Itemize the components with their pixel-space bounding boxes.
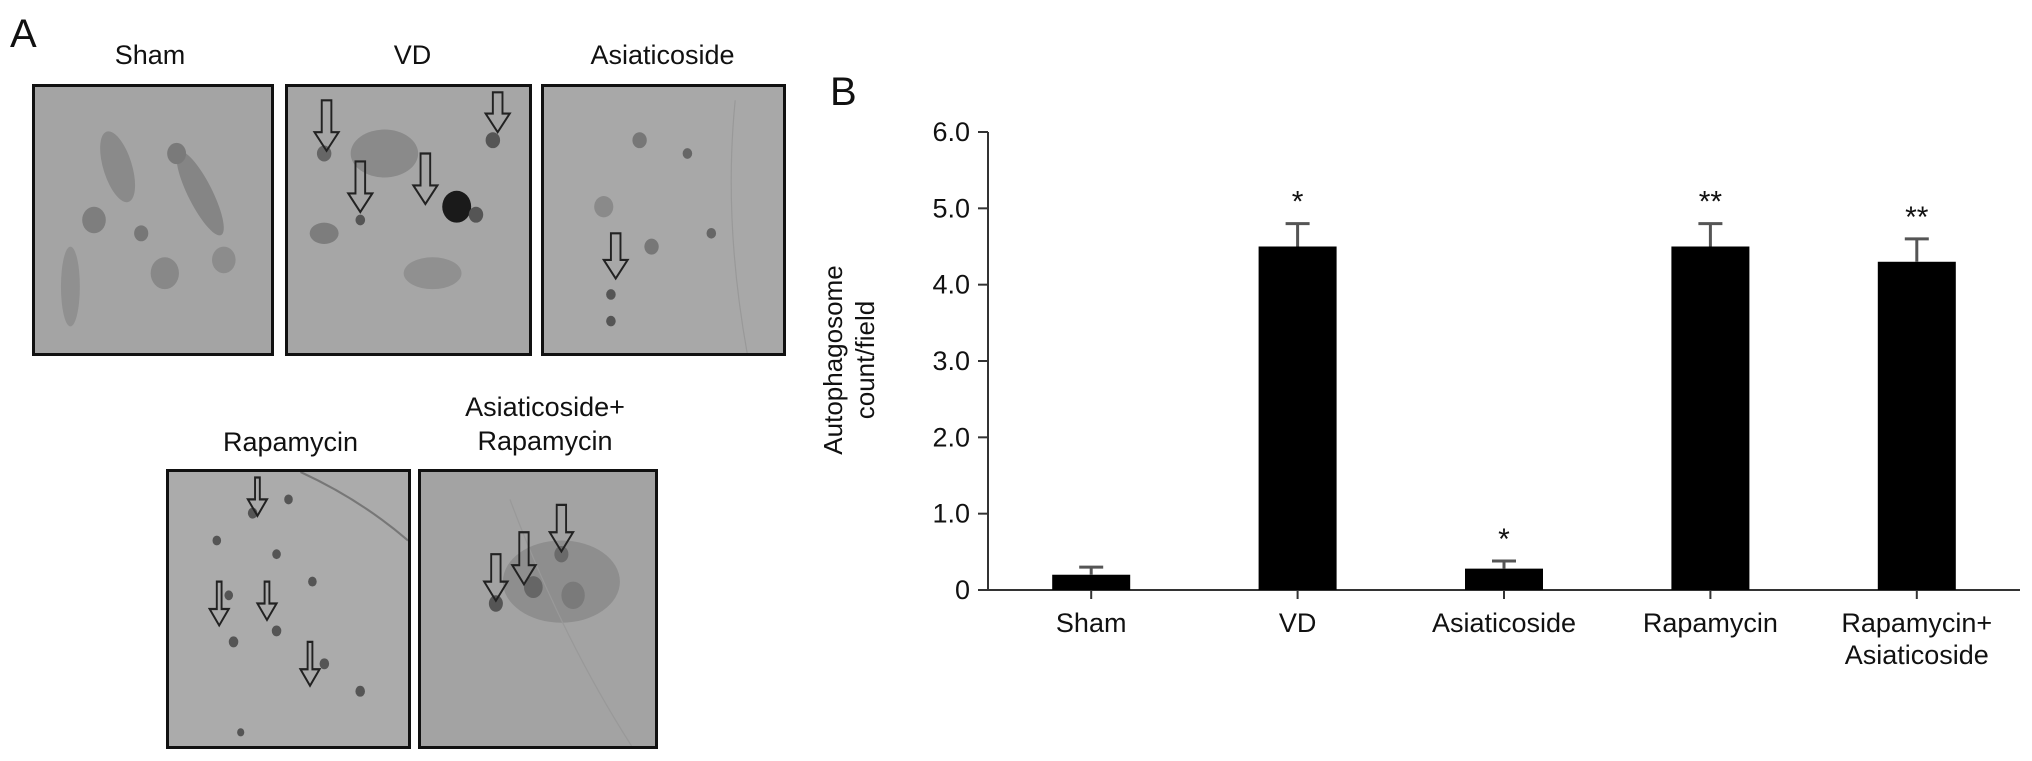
significance-marker: * (1498, 523, 1510, 556)
bar (1258, 246, 1337, 590)
y-tick-label: 6.0 (932, 117, 970, 147)
micrograph-label-line1: Asiaticoside+ (465, 392, 625, 422)
significance-marker: * (1292, 186, 1304, 219)
y-tick-label: 2.0 (932, 422, 970, 452)
micrograph-label-sham: Sham (114, 40, 186, 70)
x-tick-label: VD (1279, 608, 1317, 638)
panel-a-letter: A (10, 12, 37, 56)
significance-marker: ** (1699, 186, 1723, 219)
bar (1052, 574, 1131, 590)
micrograph-label-vd: VD (393, 40, 432, 70)
micrograph-asiaticoside (541, 84, 786, 356)
y-tick-label: 5.0 (932, 193, 970, 223)
x-tick-label: Sham (1056, 608, 1127, 638)
x-tick-label: Rapamycin (1643, 608, 1778, 638)
x-tick-label: Rapamycin+ (1841, 608, 1992, 638)
micrograph-sham (32, 84, 274, 356)
panel-b-letter: B (830, 70, 857, 114)
micrograph-label-rapamycin: Rapamycin (222, 427, 359, 457)
y-tick-label: 1.0 (932, 499, 970, 529)
y-tick-label: 0 (955, 575, 970, 605)
y-axis-label-line2: count/field (850, 301, 880, 420)
bar (1877, 261, 1956, 590)
y-axis-label-line1: Autophagosome (818, 265, 848, 454)
bar (1465, 568, 1543, 590)
x-tick-label: Asiaticoside (1845, 640, 1989, 670)
y-tick-label: 3.0 (932, 346, 970, 376)
micrograph-vd (285, 84, 532, 356)
significance-marker: ** (1905, 201, 1929, 234)
x-tick-label: Asiaticoside (1432, 608, 1576, 638)
y-tick-label: 4.0 (932, 270, 970, 300)
micrograph-asiaticoside-rapamycin (418, 469, 658, 749)
micrograph-label-asiaticoside: Asiaticoside (590, 40, 735, 70)
micrograph-label-line2: Rapamycin (477, 426, 613, 456)
micrograph-label-asiaticoside-rapamycin: Asiaticoside+ Rapamycin (420, 390, 670, 458)
bar (1671, 246, 1750, 590)
micrograph-rapamycin (166, 469, 411, 749)
